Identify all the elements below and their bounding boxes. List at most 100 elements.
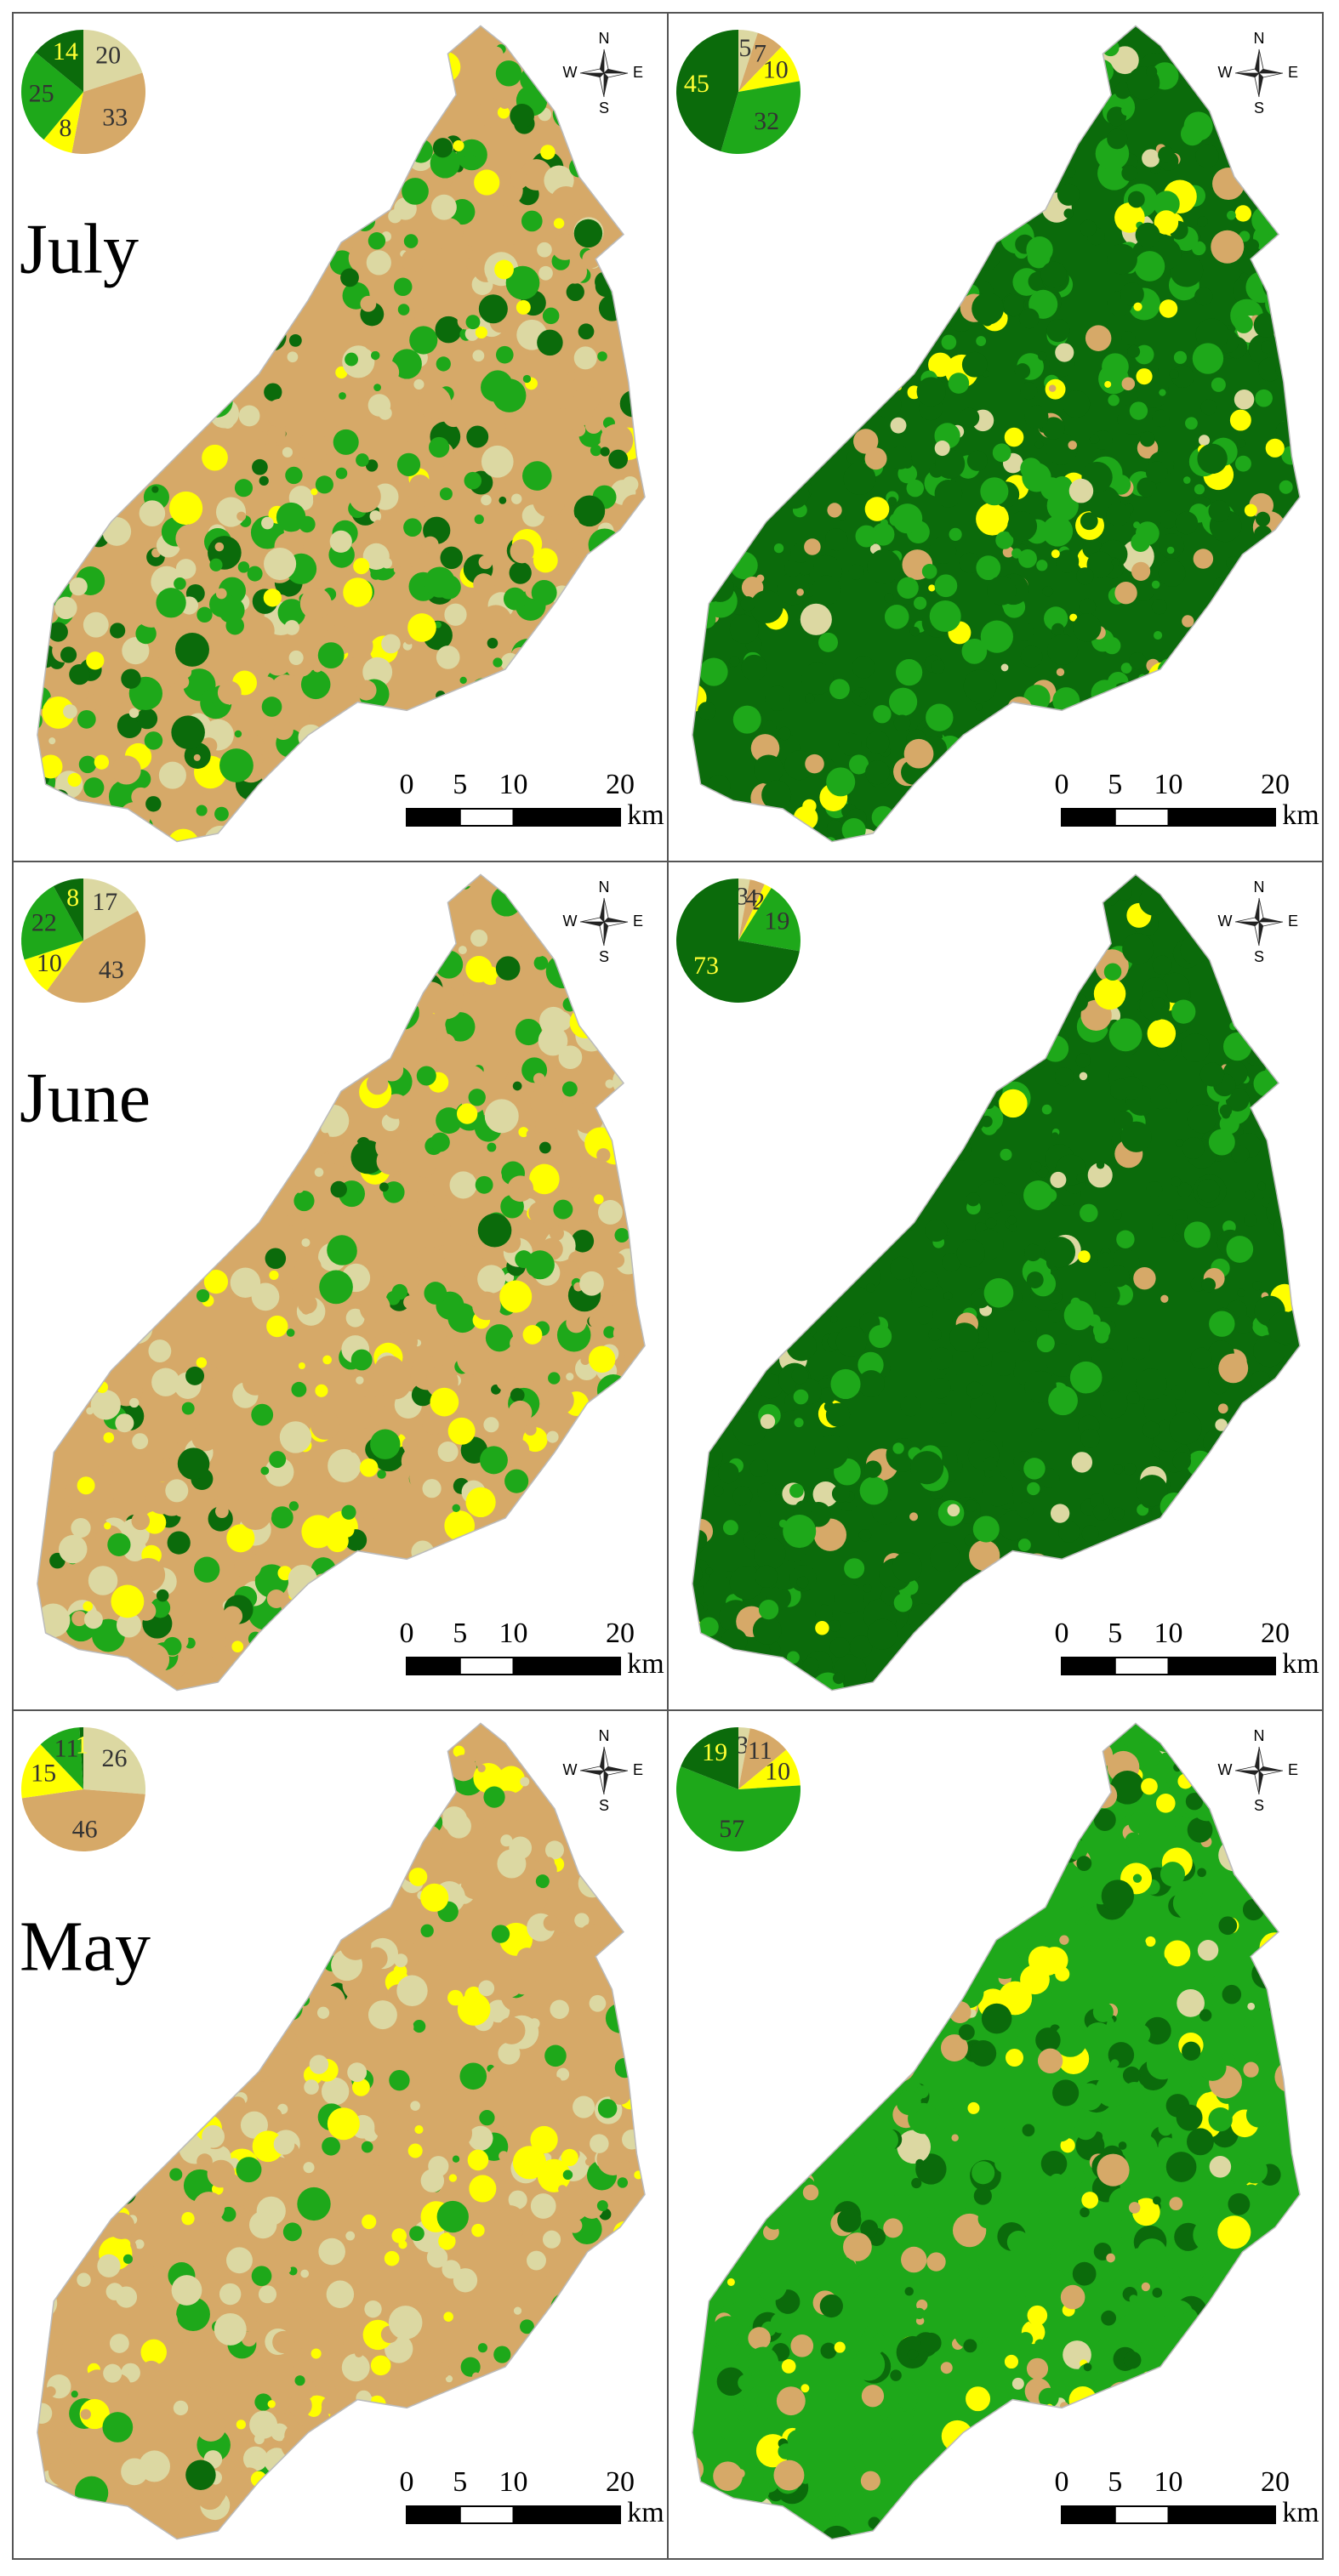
map-patch — [538, 1141, 551, 1154]
map-patch — [1135, 1368, 1167, 1401]
pie-slice — [20, 886, 83, 960]
map-patch — [558, 407, 567, 416]
map-patch — [433, 217, 464, 247]
map-patch — [522, 461, 552, 491]
scale-segment — [1114, 1657, 1170, 1675]
map-patch — [240, 2111, 268, 2139]
map-patch — [1007, 511, 1038, 542]
map-patch — [183, 1659, 197, 1675]
map-patch — [573, 2095, 595, 2118]
map-patch — [362, 2214, 377, 2230]
map-patch — [434, 621, 442, 628]
map-patch — [63, 704, 77, 719]
map-patch — [439, 487, 453, 501]
map-patch — [176, 2297, 210, 2332]
map-patch — [121, 563, 142, 584]
map-patch — [173, 2400, 189, 2416]
map-patch — [1205, 2257, 1230, 2283]
map-patch — [522, 1325, 543, 1345]
map-patch — [1218, 1353, 1249, 1384]
map-patch — [956, 1238, 985, 1268]
map-patch — [83, 1610, 103, 1629]
map-patch — [929, 1542, 960, 1572]
map-patch — [355, 1214, 376, 1235]
compass-star-light — [579, 48, 629, 98]
map-patch — [191, 1423, 219, 1452]
map-patch — [976, 502, 1009, 536]
map-patch — [1006, 2264, 1040, 2298]
map-patch — [244, 492, 266, 513]
map-patch — [288, 2317, 322, 2349]
map-patch — [436, 2020, 459, 2044]
map-patch — [1040, 1468, 1060, 1488]
map-patch — [873, 705, 892, 724]
map-patch — [256, 2196, 286, 2226]
map-patch — [403, 234, 419, 248]
pie-slice — [40, 1727, 83, 1789]
map-patch — [380, 1058, 404, 1082]
pie-slice — [676, 30, 738, 152]
map-patch — [522, 374, 532, 384]
map-patch — [298, 431, 328, 462]
map-patch — [234, 479, 254, 498]
map-patch — [530, 1084, 563, 1118]
map-patch — [579, 1923, 603, 1947]
map-patch — [789, 1483, 804, 1498]
map-patch — [220, 1343, 242, 1364]
map-patch — [738, 2374, 755, 2391]
map-patch — [383, 1094, 409, 1119]
map-patch — [330, 1180, 347, 1198]
map-patch — [893, 1593, 913, 1612]
map-patch — [365, 459, 379, 472]
map-patch — [1129, 651, 1147, 670]
map-patch — [814, 1435, 849, 1470]
map-patch — [473, 573, 495, 595]
map-patch — [864, 1460, 882, 1478]
map-patch — [507, 1175, 534, 1203]
map-patch — [1253, 1334, 1285, 1368]
pie-label: 26 — [101, 1744, 127, 1772]
map-patch — [265, 2255, 288, 2278]
map-patch — [110, 623, 126, 639]
map-patch — [589, 1166, 609, 1186]
map-patch — [1031, 1428, 1046, 1442]
map-patch — [959, 552, 981, 574]
map-patch — [132, 1433, 149, 1450]
map-patch — [150, 656, 160, 665]
map-patch — [1086, 551, 1114, 578]
map-patch — [1268, 1311, 1300, 1345]
pie-slice — [43, 92, 83, 153]
map-patch — [174, 632, 209, 667]
map-patch — [1153, 190, 1180, 218]
map-patch — [204, 1364, 219, 1379]
map-patch — [350, 1444, 359, 1453]
map-patch — [316, 2006, 330, 2019]
map-patch — [784, 750, 815, 781]
map-patch — [384, 2250, 400, 2266]
map-patch — [866, 731, 890, 754]
map-patch — [402, 178, 429, 205]
map-patch — [525, 1910, 533, 1918]
map-patch — [1042, 515, 1074, 547]
map-patch — [1160, 510, 1178, 529]
map-patch — [1120, 2270, 1140, 2290]
map-patch — [863, 1584, 872, 1593]
map-patch — [249, 2410, 278, 2439]
map-patch — [929, 600, 961, 633]
map-patch — [1116, 1230, 1135, 1248]
map-patch — [926, 2252, 946, 2272]
map-patch — [1037, 2201, 1050, 2214]
map-patch — [477, 2343, 488, 2353]
map-patch — [1122, 933, 1154, 965]
map-patch — [1051, 623, 1064, 636]
map-patch — [285, 466, 303, 485]
map-patch — [311, 2348, 322, 2359]
compass-n: N — [599, 1727, 610, 1744]
map-patch — [503, 587, 527, 611]
compass-w: W — [1218, 64, 1233, 81]
map-patch — [301, 1515, 335, 1549]
map-patch — [349, 481, 381, 513]
map-patch — [520, 2319, 534, 2334]
map-patch — [971, 292, 1005, 325]
map-patch — [317, 642, 345, 669]
